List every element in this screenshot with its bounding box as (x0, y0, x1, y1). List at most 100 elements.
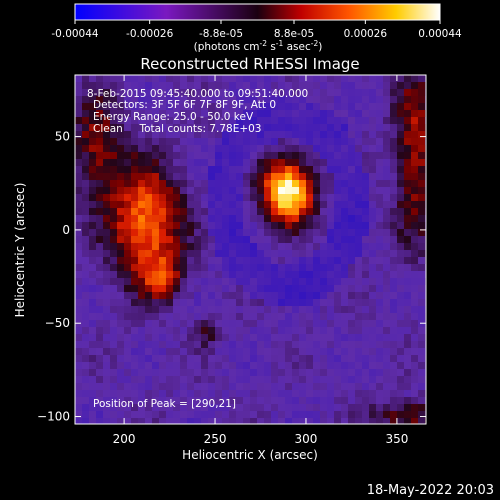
heatmap-cell (250, 236, 257, 243)
heatmap-cell (75, 257, 82, 264)
heatmap-cell (327, 299, 334, 306)
heatmap-cell (201, 341, 208, 348)
heatmap-cell (166, 145, 173, 152)
heatmap-cell (369, 257, 376, 264)
heatmap-cell (327, 96, 334, 103)
heatmap-cell (159, 376, 166, 383)
heatmap-cell (320, 180, 327, 187)
heatmap-cell (82, 152, 89, 159)
heatmap-cell (180, 299, 187, 306)
heatmap-cell (159, 229, 166, 236)
heatmap-cell (117, 166, 124, 173)
heatmap-cell (250, 320, 257, 327)
heatmap-cell (110, 411, 117, 418)
heatmap-cell (229, 82, 236, 89)
heatmap-cell (194, 124, 201, 131)
heatmap-cell (229, 285, 236, 292)
heatmap-cell (96, 397, 103, 404)
heatmap-cell (404, 271, 411, 278)
heatmap-cell (75, 103, 82, 110)
heatmap-cell (124, 383, 131, 390)
heatmap-cell (355, 257, 362, 264)
heatmap-cell (390, 145, 397, 152)
heatmap-cell (397, 250, 404, 257)
heatmap-cell (208, 369, 215, 376)
heatmap-cell (194, 278, 201, 285)
heatmap-cell (166, 187, 173, 194)
heatmap-cell (411, 271, 418, 278)
heatmap-cell (264, 271, 271, 278)
heatmap-cell (376, 89, 383, 96)
heatmap-cell (341, 264, 348, 271)
heatmap-cell (215, 236, 222, 243)
heatmap-cell (292, 362, 299, 369)
heatmap-cell (166, 383, 173, 390)
heatmap-cell (194, 362, 201, 369)
heatmap-cell (117, 243, 124, 250)
heatmap-cell (124, 418, 131, 424)
heatmap-cell (89, 404, 96, 411)
heatmap-cell (201, 229, 208, 236)
colorbar-gradient (74, 3, 441, 21)
heatmap-cell (89, 103, 96, 110)
heatmap-cell (418, 236, 425, 243)
heatmap-cell (327, 250, 334, 257)
heatmap-cell (313, 411, 320, 418)
heatmap-cell (397, 397, 404, 404)
heatmap-cell (292, 145, 299, 152)
heatmap-cell (117, 362, 124, 369)
heatmap-cell (124, 187, 131, 194)
heatmap-cell (208, 159, 215, 166)
heatmap-cell (355, 138, 362, 145)
heatmap-cell (159, 362, 166, 369)
heatmap-cell (194, 348, 201, 355)
heatmap-cell (166, 390, 173, 397)
heatmap-cell (355, 215, 362, 222)
heatmap-cell (208, 194, 215, 201)
heatmap-cell (159, 278, 166, 285)
heatmap-cell (348, 390, 355, 397)
heatmap-cell (236, 243, 243, 250)
heatmap-cell (229, 327, 236, 334)
heatmap-cell (138, 299, 145, 306)
heatmap-cell (75, 201, 82, 208)
heatmap-cell (82, 390, 89, 397)
heatmap-cell (292, 369, 299, 376)
heatmap-cell (285, 390, 292, 397)
heatmap-cell (180, 411, 187, 418)
heatmap-cell (152, 145, 159, 152)
heatmap-cell (411, 103, 418, 110)
heatmap-cell (110, 103, 117, 110)
heatmap-cell (264, 257, 271, 264)
colorbar-tick-label: 0.00026 (344, 28, 388, 40)
heatmap-cell (110, 236, 117, 243)
heatmap-cell (187, 166, 194, 173)
heatmap-cell (355, 320, 362, 327)
heatmap-cell (320, 96, 327, 103)
heatmap-cell (131, 82, 138, 89)
heatmap-cell (271, 166, 278, 173)
heatmap-cell (313, 236, 320, 243)
heatmap-cell (110, 341, 117, 348)
heatmap-cell (187, 397, 194, 404)
heatmap-cell (166, 236, 173, 243)
heatmap-cell (96, 82, 103, 89)
heatmap-cell (313, 320, 320, 327)
heatmap-cell (180, 418, 187, 424)
heatmap-cell (327, 110, 334, 117)
heatmap-cell (362, 152, 369, 159)
heatmap-cell (152, 173, 159, 180)
heatmap-cell (397, 208, 404, 215)
heatmap-cell (75, 299, 82, 306)
heatmap-cell (215, 166, 222, 173)
heatmap-cell (243, 180, 250, 187)
heatmap-cell (264, 166, 271, 173)
heatmap-cell (103, 348, 110, 355)
heatmap-cell (362, 320, 369, 327)
heatmap-cell (334, 138, 341, 145)
heatmap-cell (250, 89, 257, 96)
heatmap-cell (131, 264, 138, 271)
heatmap-cell (257, 348, 264, 355)
heatmap-cell (313, 362, 320, 369)
heatmap-cell (299, 320, 306, 327)
